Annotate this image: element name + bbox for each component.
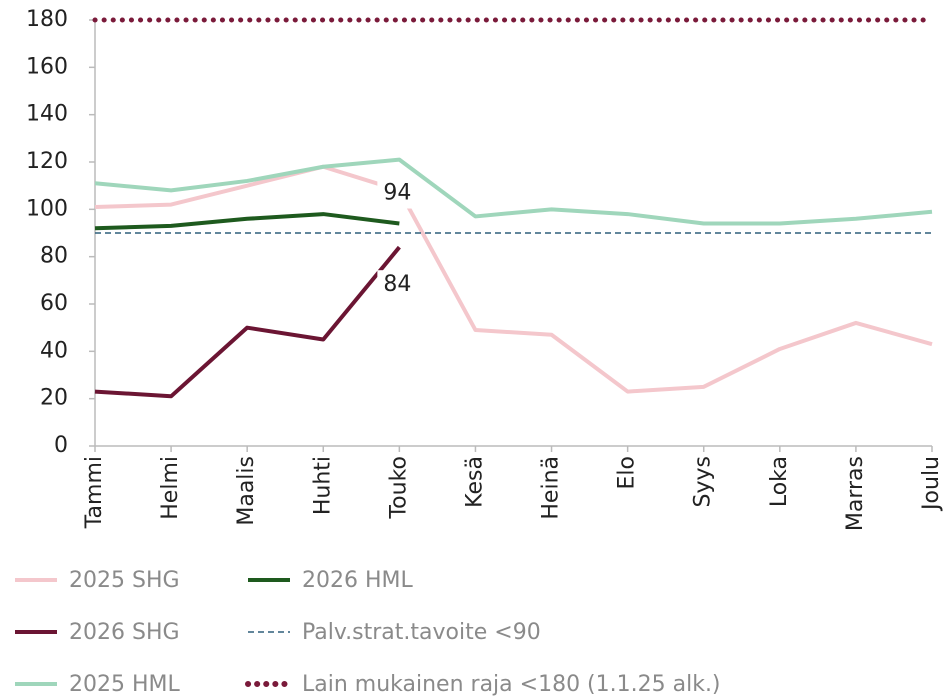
legend-label: 2025 HML: [69, 672, 181, 697]
legend-label: 2025 SHG: [69, 568, 180, 593]
x-tick-label: Kesä: [462, 456, 487, 508]
x-tick-label: Touko: [386, 456, 411, 520]
data-label: 94: [383, 181, 411, 206]
y-tick-label: 40: [40, 338, 68, 363]
series-line: [94, 157, 933, 226]
x-tick-label: Helmi: [158, 456, 183, 520]
y-tick-label: 0: [54, 433, 68, 458]
x-tick-label: Joulu: [919, 456, 944, 512]
data-label: 84: [383, 272, 411, 297]
series-line: [94, 164, 933, 394]
series-line: [94, 245, 401, 399]
label-bg: [377, 178, 418, 209]
y-tick-label: 80: [40, 244, 68, 269]
legend-label: 2026 SHG: [69, 620, 180, 645]
legend-label: Palv.strat.tavoite <90: [302, 620, 541, 645]
label-bg: [377, 270, 418, 301]
y-tick-label: 140: [26, 102, 68, 127]
y-tick-label: 180: [26, 7, 68, 32]
y-tick-label: 120: [26, 149, 68, 174]
y-tick-label: 160: [26, 54, 68, 79]
x-tick-label: Heinä: [539, 456, 564, 520]
y-tick-label: 60: [40, 291, 68, 316]
x-tick-label: Loka: [767, 456, 792, 507]
legend-label: 2026 HML: [302, 568, 414, 593]
x-tick-label: Tammi: [82, 456, 107, 529]
x-tick-label: Syys: [691, 456, 716, 507]
x-tick-label: Elo: [615, 456, 640, 489]
x-tick-label: Huhti: [310, 456, 335, 515]
legend-label: Lain mukainen raja <180 (1.1.25 alk.): [302, 672, 721, 697]
y-tick-label: 20: [40, 386, 68, 411]
x-tick-label: Marras: [843, 456, 868, 531]
series-line: [94, 212, 400, 231]
y-tick-label: 100: [26, 196, 68, 221]
x-tick-label: Maalis: [234, 456, 259, 526]
